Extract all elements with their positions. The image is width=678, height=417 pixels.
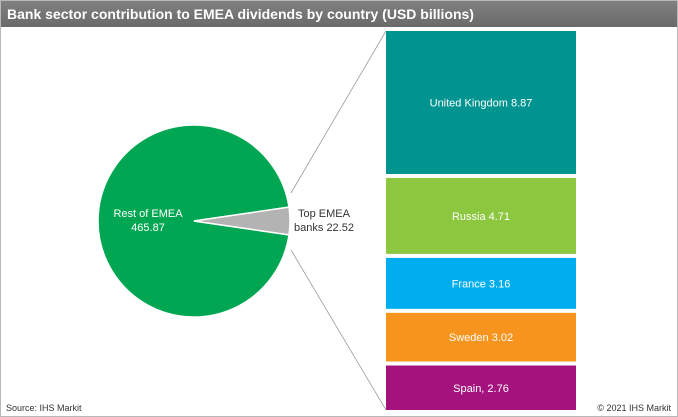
bar-segment-united-kingdom <box>386 31 576 174</box>
data-labels: United Kingdom 8.87 Russia 4.71 France 3.1… <box>113 97 532 394</box>
pie-label-rest-name: Rest of EMEA <box>113 208 183 220</box>
bar-label-united-kingdom: United Kingdom 8.87 <box>430 97 533 109</box>
pie-chart <box>97 124 291 318</box>
pie-slice-rest-of-emea <box>97 124 290 318</box>
bar-label-russia: Russia 4.71 <box>452 211 510 223</box>
source-note: Source: IHS Markit <box>6 403 82 413</box>
title-bar: Bank sector contribution to EMEA dividen… <box>1 1 677 27</box>
pie-label-rest-value: 465.87 <box>131 222 165 234</box>
bar-segment-sweden <box>386 312 576 362</box>
connector-line-bottom <box>290 249 387 411</box>
bar-label-sweden: Sweden 3.02 <box>449 332 513 344</box>
pie-label-top-value: banks 22.52 <box>294 222 354 234</box>
copyright-note: © 2021 IHS Markit <box>597 403 671 413</box>
pie-slice-top-emea-banks <box>193 206 291 236</box>
connector-lines <box>290 30 387 411</box>
chart-title: Bank sector contribution to EMEA dividen… <box>7 6 474 22</box>
connector-line-top <box>290 30 387 194</box>
bar-label-france: France 3.16 <box>452 278 511 290</box>
bar-segment-russia <box>386 177 576 254</box>
bar-segment-france <box>386 257 576 309</box>
bar-segment-spain <box>386 365 576 410</box>
bar-label-spain: Spain, 2.76 <box>453 383 509 395</box>
pie-label-top-name: Top EMEA <box>298 208 351 220</box>
stacked-bar <box>386 31 576 410</box>
